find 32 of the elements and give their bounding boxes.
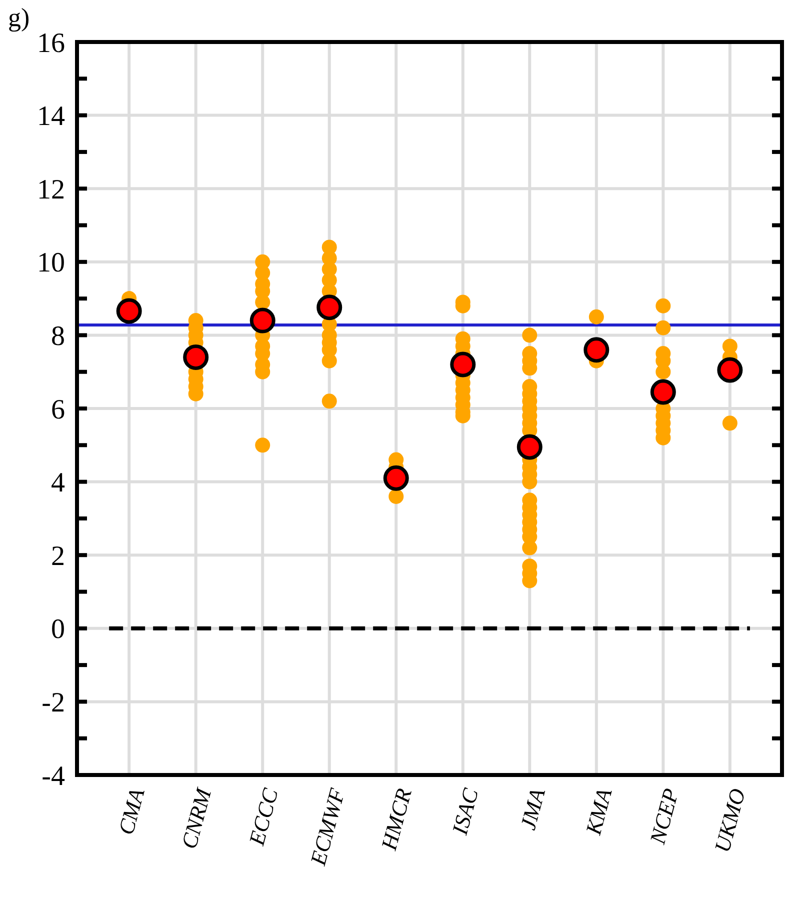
x-tick-label: JMA	[515, 785, 550, 832]
y-tick-label: 8	[51, 321, 65, 352]
point	[383, 465, 409, 491]
x-tick-label: CNRM	[176, 784, 217, 852]
point	[650, 379, 676, 405]
y-tick-label: 12	[37, 174, 65, 206]
point	[316, 294, 342, 320]
x-tick-label: ECCC	[244, 786, 283, 849]
x-tick-label: HMCR	[376, 785, 417, 854]
y-tick-label: 4	[51, 468, 65, 499]
x-tick-label: ECMWF	[304, 785, 350, 869]
chart-title: g)	[8, 3, 30, 32]
point	[250, 308, 276, 334]
x-tick-label: CMA	[113, 785, 150, 838]
x-tick-label: KMA	[580, 785, 617, 838]
y-tick-label: -4	[42, 760, 65, 792]
y-tick-label: -2	[42, 688, 65, 718]
point	[183, 344, 209, 370]
y-tick-label: 2	[51, 540, 65, 572]
x-tick-label: UKMO	[709, 786, 750, 855]
point	[717, 357, 743, 383]
x-tick-label: NCEP	[644, 786, 684, 848]
y-tick-label: 10	[37, 248, 65, 279]
point	[450, 352, 476, 378]
y-tick-label: 14	[37, 101, 65, 132]
x-tick-label: ISAC	[446, 786, 484, 838]
point	[516, 434, 542, 460]
point	[584, 337, 610, 363]
y-tick-label: 0	[51, 614, 65, 646]
point	[116, 298, 142, 324]
y-tick-label: 6	[51, 394, 65, 426]
y-tick-label: 16	[37, 28, 65, 59]
